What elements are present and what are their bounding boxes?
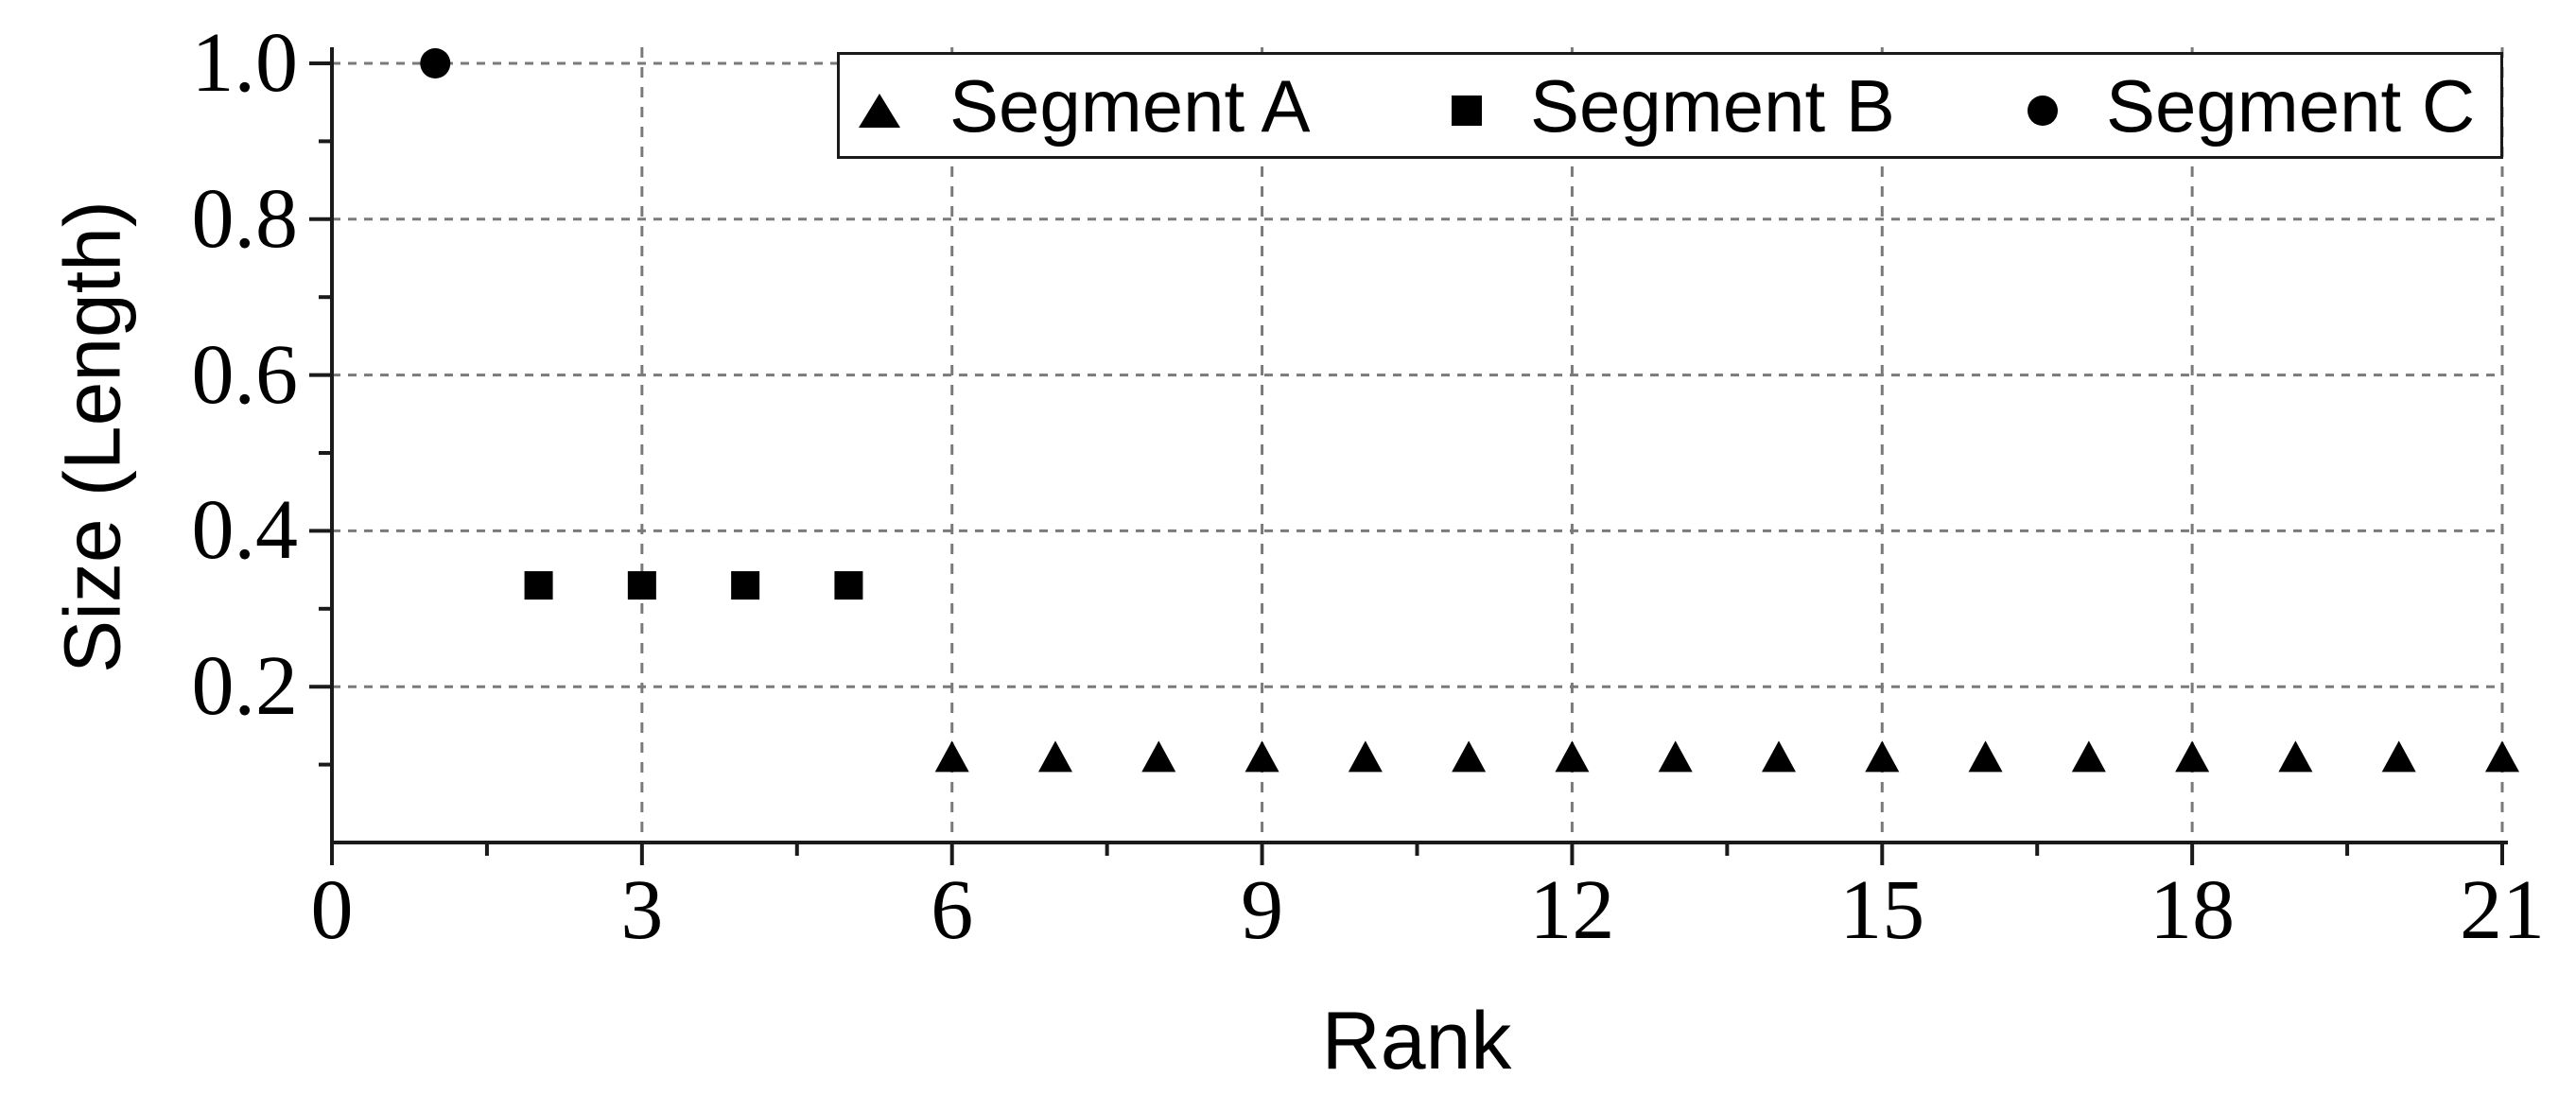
y-tick-label: 0.8 xyxy=(191,171,299,266)
x-tick-label: 6 xyxy=(931,863,974,957)
legend-entry-segment-c: Segment C xyxy=(2027,55,2475,156)
triangle-data-point xyxy=(1244,740,1279,773)
square-data-point xyxy=(627,571,656,600)
square-data-point xyxy=(524,571,553,600)
triangle-data-point xyxy=(2381,740,2416,773)
legend-label: Segment C xyxy=(2106,63,2476,148)
triangle-data-point xyxy=(2278,740,2313,773)
legend-entry-segment-a: Segment A xyxy=(857,55,1311,156)
triangle-data-point xyxy=(1555,740,1590,773)
y-tick-label: 1.0 xyxy=(191,16,299,110)
triangle-data-point xyxy=(1141,740,1176,773)
legend: Segment A Segment B Segment C xyxy=(837,52,2503,159)
circle-data-point xyxy=(420,48,451,78)
legend-label: Segment B xyxy=(1530,63,1895,148)
x-tick-label: 18 xyxy=(2150,863,2236,957)
circle-marker-icon xyxy=(2028,95,2058,126)
y-tick-label: 0.6 xyxy=(191,327,299,422)
triangle-marker-icon xyxy=(859,93,900,128)
legend-label: Segment A xyxy=(949,63,1311,148)
triangle-data-point xyxy=(1968,740,2003,773)
triangle-data-point xyxy=(2485,740,2519,773)
x-axis-title: Rank xyxy=(1321,996,1512,1086)
triangle-data-point xyxy=(934,740,969,773)
x-tick-label: 9 xyxy=(1241,863,1284,957)
legend-entry-segment-b: Segment B xyxy=(1451,55,1895,156)
y-axis-title: Size (Length) xyxy=(47,200,137,673)
triangle-data-point xyxy=(2175,740,2210,773)
y-tick-label: 0.4 xyxy=(191,483,299,578)
triangle-data-point xyxy=(2071,740,2106,773)
triangle-data-point xyxy=(1865,740,1900,773)
x-tick-label: 3 xyxy=(620,863,664,957)
triangle-data-point xyxy=(1348,740,1383,773)
square-data-point xyxy=(731,571,760,600)
triangle-data-point xyxy=(1658,740,1693,773)
x-tick-label: 12 xyxy=(1529,863,1615,957)
x-tick-label: 0 xyxy=(310,863,354,957)
triangle-data-point xyxy=(1452,740,1487,773)
x-tick-label: 21 xyxy=(2460,863,2545,957)
x-tick-label: 15 xyxy=(1839,863,1925,957)
y-tick-label: 0.2 xyxy=(191,639,299,734)
square-data-point xyxy=(834,571,863,600)
square-marker-icon xyxy=(1452,95,1482,126)
triangle-data-point xyxy=(1762,740,1796,773)
triangle-data-point xyxy=(1038,740,1072,773)
